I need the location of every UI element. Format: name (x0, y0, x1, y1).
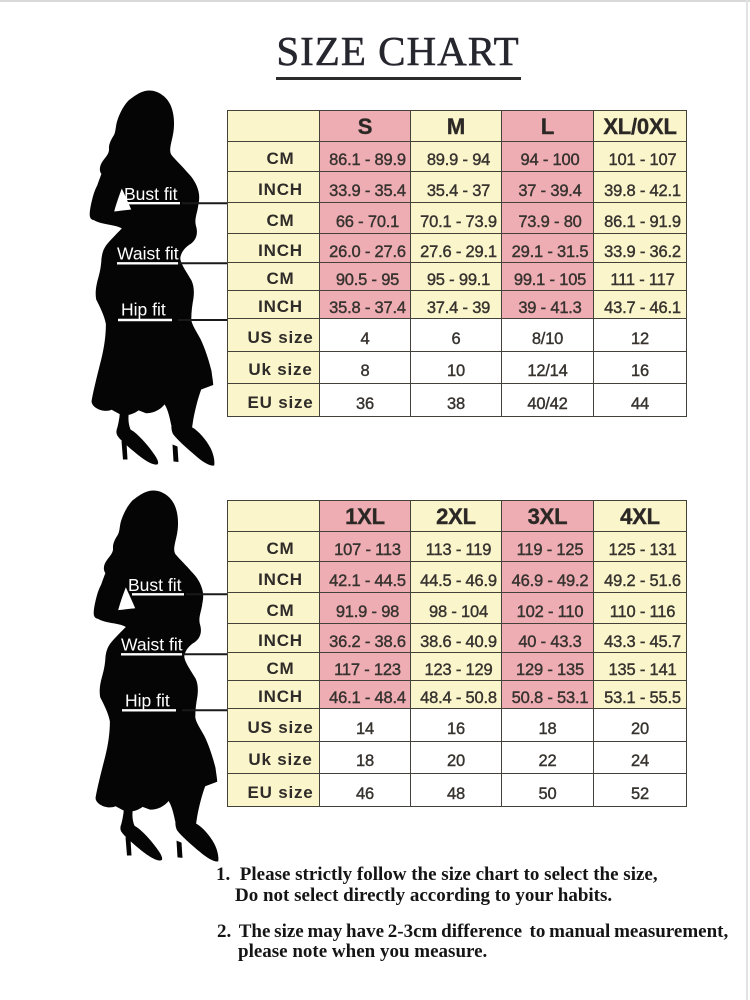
svg-text:Bust fit: Bust fit (128, 575, 182, 595)
svg-text:Hip fit: Hip fit (121, 300, 166, 320)
svg-text:Waist fit: Waist fit (121, 635, 183, 655)
svg-text:Bust fit: Bust fit (124, 184, 178, 204)
svg-text:Hip fit: Hip fit (125, 691, 170, 711)
svg-text:Waist fit: Waist fit (117, 244, 179, 264)
